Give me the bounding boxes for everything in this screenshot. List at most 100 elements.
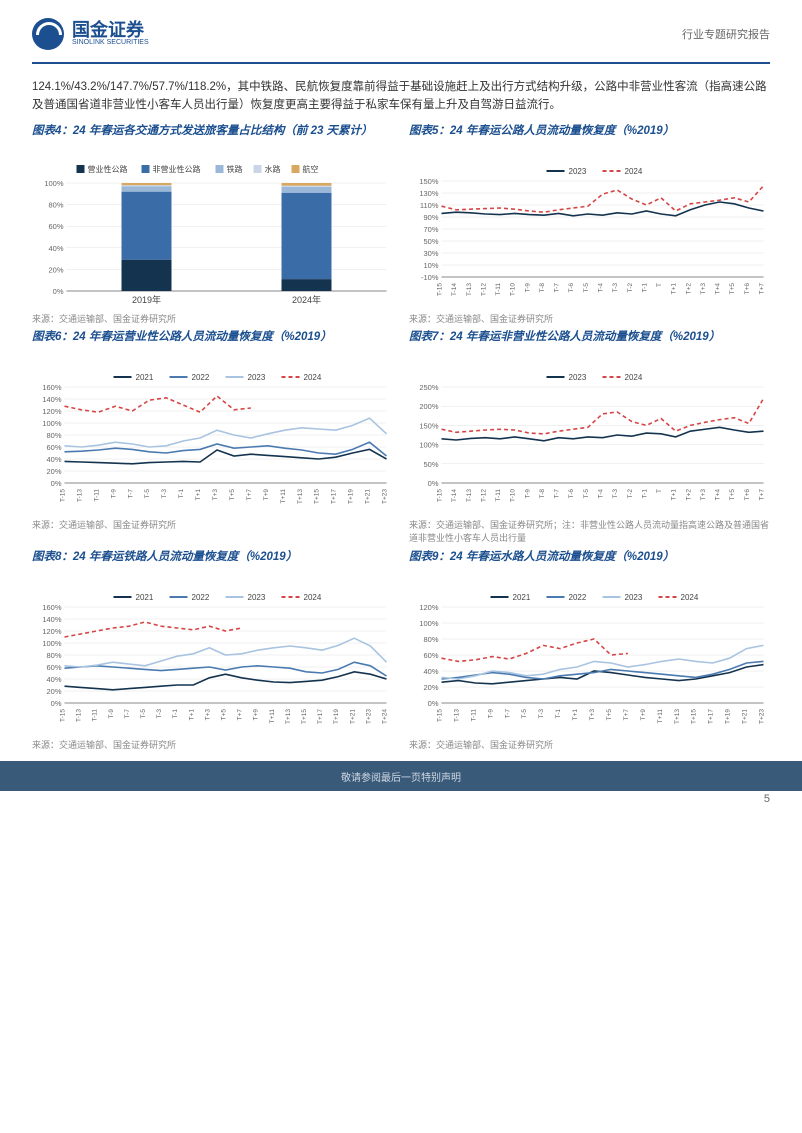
svg-text:T-11: T-11: [495, 489, 502, 502]
chart6-svg: 0%20%40%60%80%100%120%140%160%T-15T-13T-…: [32, 367, 393, 517]
svg-text:2021: 2021: [513, 593, 531, 602]
svg-text:T-7: T-7: [124, 708, 131, 718]
svg-text:T+5: T+5: [729, 282, 736, 294]
chart6-source: 来源：交通运输部、国金证券研究所: [32, 519, 393, 532]
svg-text:T-5: T-5: [583, 282, 590, 292]
svg-text:T+19: T+19: [725, 708, 732, 723]
svg-text:80%: 80%: [48, 200, 63, 209]
svg-text:100%: 100%: [44, 179, 64, 188]
svg-text:T+15: T+15: [314, 489, 321, 504]
svg-text:T-6: T-6: [568, 282, 575, 292]
svg-text:2021: 2021: [136, 373, 154, 382]
chart8-block: 图表8：24 年春运铁路人员流动量恢复度（%2019） 0%20%40%60%8…: [32, 549, 393, 752]
svg-text:60%: 60%: [48, 222, 63, 231]
svg-text:2023: 2023: [625, 593, 643, 602]
svg-text:航空: 航空: [303, 164, 319, 174]
svg-text:90%: 90%: [423, 213, 438, 222]
svg-text:T+7: T+7: [246, 489, 253, 501]
svg-text:80%: 80%: [46, 431, 61, 440]
chart7-svg: 0%50%100%150%200%250%T-15T-14T-13T-12T-1…: [409, 367, 770, 517]
svg-text:T-15: T-15: [437, 489, 444, 502]
svg-text:T-8: T-8: [539, 282, 546, 292]
svg-text:2024: 2024: [304, 593, 322, 602]
svg-text:2023: 2023: [569, 373, 587, 382]
svg-text:T-13: T-13: [466, 489, 473, 502]
svg-text:T-11: T-11: [495, 282, 502, 295]
svg-text:T+13: T+13: [297, 489, 304, 504]
svg-text:20%: 20%: [48, 265, 63, 274]
svg-text:60%: 60%: [46, 443, 61, 452]
chart6-title: 图表6：24 年春运营业性公路人员流动量恢复度（%2019）: [32, 329, 393, 363]
svg-text:160%: 160%: [42, 383, 62, 392]
svg-text:120%: 120%: [419, 603, 439, 612]
svg-text:2024: 2024: [625, 373, 643, 382]
svg-text:T+17: T+17: [331, 489, 338, 504]
svg-text:60%: 60%: [423, 651, 438, 660]
svg-text:2023: 2023: [569, 167, 587, 176]
svg-text:130%: 130%: [419, 189, 439, 198]
svg-text:T+1: T+1: [572, 708, 579, 720]
svg-text:2019年: 2019年: [132, 294, 161, 305]
chart9-block: 图表9：24 年春运水路人员流动量恢复度（%2019） 0%20%40%60%8…: [409, 549, 770, 752]
svg-text:250%: 250%: [419, 383, 439, 392]
svg-text:T: T: [656, 283, 663, 287]
svg-text:T-1: T-1: [172, 708, 179, 718]
svg-text:2024年: 2024年: [292, 294, 321, 305]
svg-text:200%: 200%: [419, 403, 439, 412]
svg-text:T+1: T+1: [195, 489, 202, 501]
svg-text:T-9: T-9: [110, 489, 117, 499]
svg-text:T+7: T+7: [237, 708, 244, 720]
svg-text:30%: 30%: [423, 249, 438, 258]
svg-text:T-4: T-4: [598, 282, 605, 292]
svg-text:70%: 70%: [423, 225, 438, 234]
svg-text:150%: 150%: [419, 422, 439, 431]
svg-text:120%: 120%: [42, 627, 62, 636]
svg-text:T+9: T+9: [253, 708, 260, 720]
svg-text:T-13: T-13: [453, 708, 460, 721]
chart5-source: 来源：交通运输部、国金证券研究所: [409, 313, 770, 326]
svg-text:T+21: T+21: [349, 708, 356, 723]
svg-text:T+1: T+1: [188, 708, 195, 720]
svg-text:水路: 水路: [265, 164, 281, 174]
svg-text:2024: 2024: [681, 593, 699, 602]
doc-type-label: 行业专题研究报告: [682, 26, 770, 42]
svg-text:100%: 100%: [419, 619, 439, 628]
svg-text:T+1: T+1: [671, 489, 678, 501]
chart5-svg: -10%10%30%50%70%90%110%130%150%T-15T-14T…: [409, 161, 770, 311]
svg-text:0%: 0%: [428, 699, 439, 708]
svg-text:T-13: T-13: [76, 489, 83, 502]
svg-text:T-3: T-3: [538, 708, 545, 718]
svg-text:T: T: [656, 489, 663, 493]
svg-text:T+2: T+2: [685, 489, 692, 501]
svg-text:10%: 10%: [423, 261, 438, 270]
chart4-title: 图表4：24 年春运各交通方式发送旅客量占比结构（前 23 天累计）: [32, 123, 393, 157]
svg-text:T+1: T+1: [671, 282, 678, 294]
svg-text:T+6: T+6: [744, 282, 751, 294]
svg-text:T-11: T-11: [470, 708, 477, 721]
svg-text:T-3: T-3: [612, 282, 619, 292]
svg-text:T-10: T-10: [510, 282, 517, 295]
logo-icon: [32, 18, 64, 50]
page-header: 国金证券 SINOLINK SECURITIES 行业专题研究报告: [0, 0, 802, 58]
svg-text:110%: 110%: [420, 201, 439, 210]
svg-text:T+3: T+3: [700, 282, 707, 294]
svg-text:T-5: T-5: [583, 489, 590, 499]
svg-text:140%: 140%: [42, 395, 62, 404]
svg-text:40%: 40%: [46, 455, 61, 464]
svg-text:2022: 2022: [569, 593, 587, 602]
svg-text:T+15: T+15: [301, 708, 308, 723]
svg-text:T-15: T-15: [60, 708, 67, 721]
svg-text:120%: 120%: [42, 407, 62, 416]
chart9-title: 图表9：24 年春运水路人员流动量恢复度（%2019）: [409, 549, 770, 583]
svg-text:T+3: T+3: [204, 708, 211, 720]
chart7-block: 图表7：24 年春运非营业性公路人员流动量恢复度（%2019） 0%50%100…: [409, 329, 770, 544]
svg-text:T-11: T-11: [92, 708, 99, 721]
svg-text:2021: 2021: [136, 593, 154, 602]
svg-text:T-14: T-14: [451, 282, 458, 295]
svg-text:100%: 100%: [42, 639, 62, 648]
svg-text:铁路: 铁路: [227, 164, 243, 174]
svg-text:T+24: T+24: [382, 708, 389, 723]
svg-text:T-4: T-4: [598, 489, 605, 499]
svg-text:T+6: T+6: [744, 489, 751, 501]
svg-text:T+4: T+4: [715, 282, 722, 294]
